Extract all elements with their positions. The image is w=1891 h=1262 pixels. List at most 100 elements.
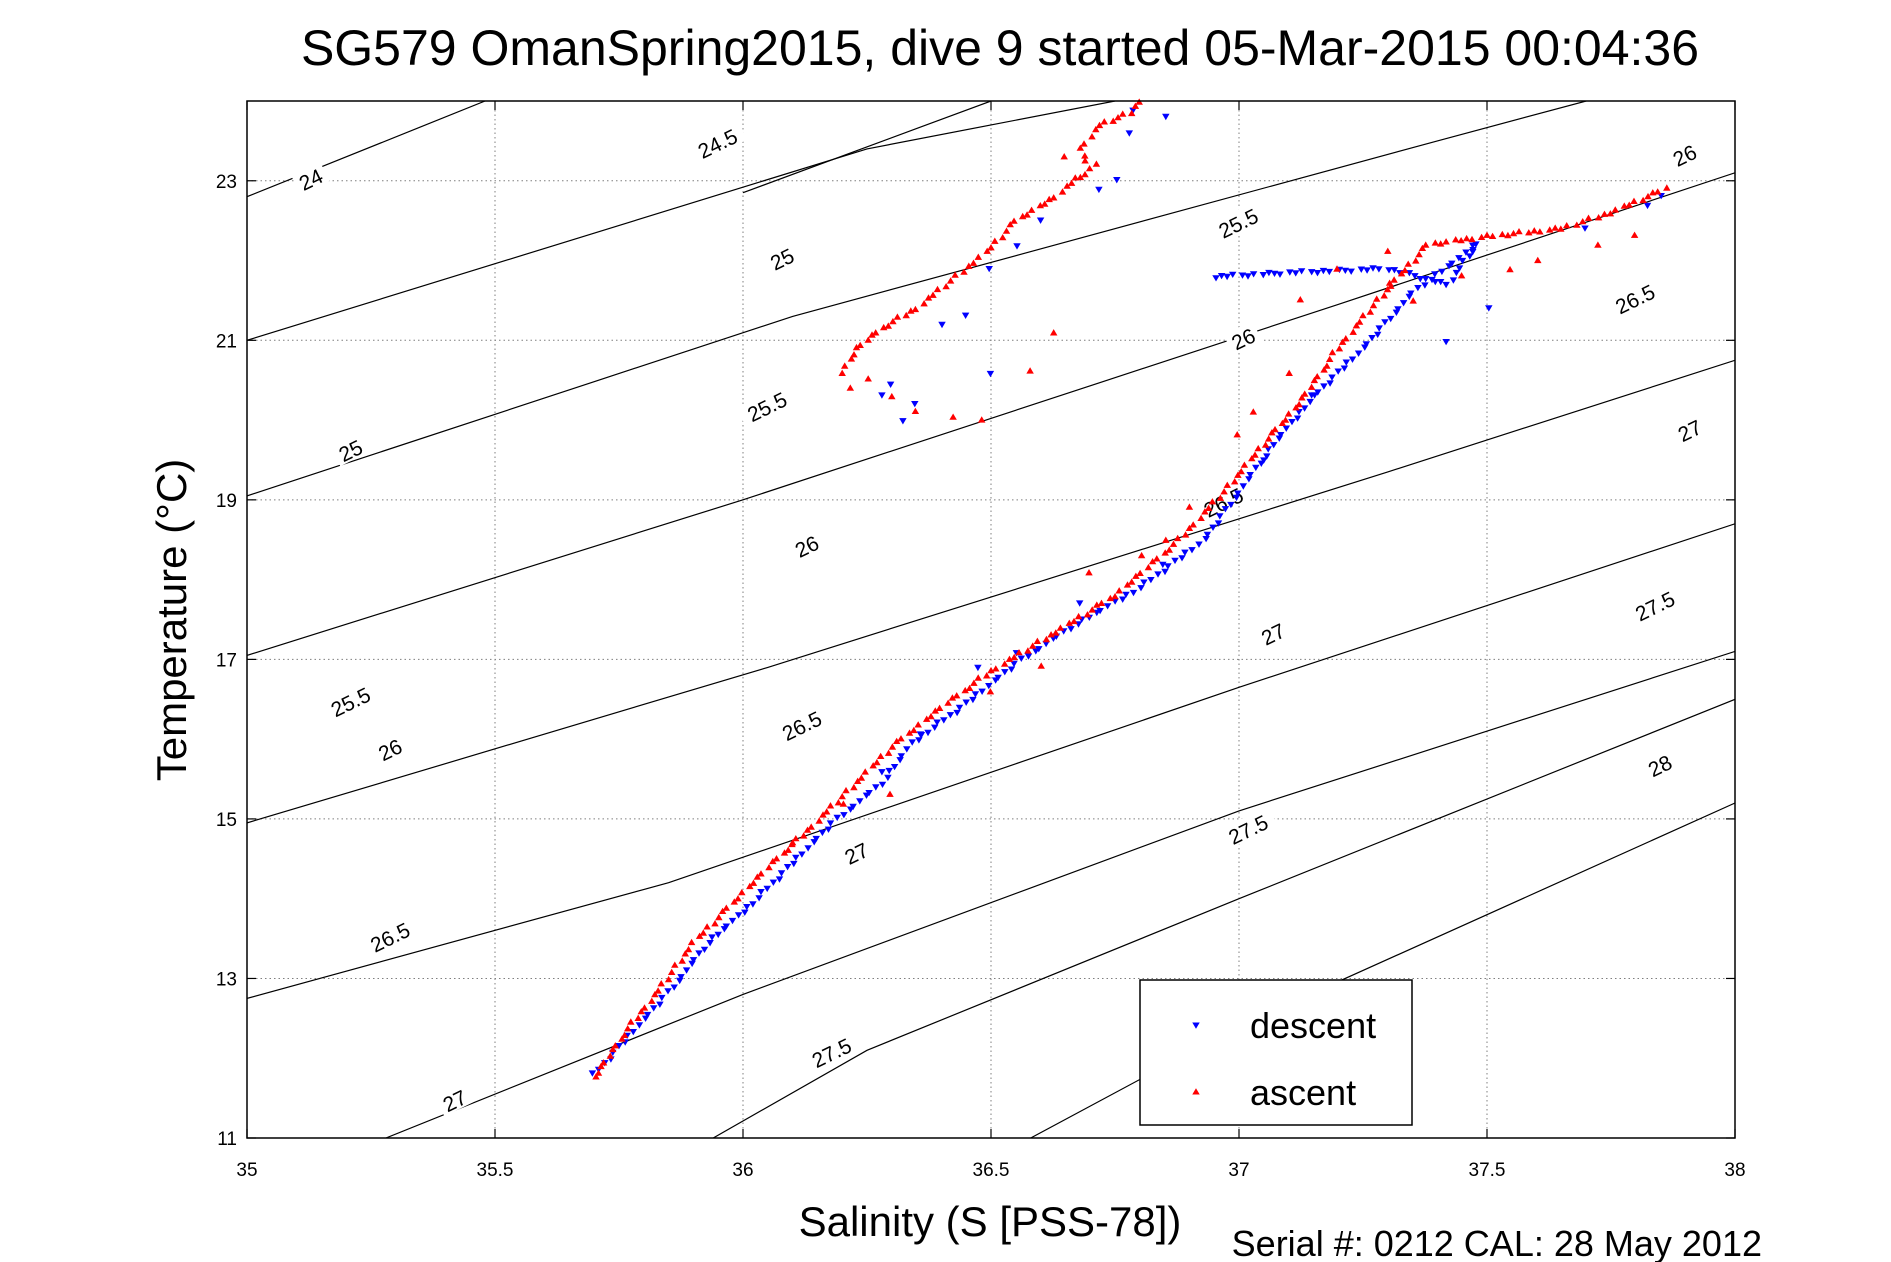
ascent-point (1488, 232, 1497, 239)
descent-point (1342, 359, 1351, 366)
ascent-point (788, 839, 797, 846)
ascent-point (929, 291, 937, 298)
ascent-point (1620, 202, 1629, 209)
descent-point (1001, 669, 1009, 676)
ascent-point (838, 369, 846, 377)
descent-point (1159, 561, 1167, 569)
descent-point (1035, 646, 1043, 653)
ascent-point (1000, 660, 1009, 667)
descent-point (1368, 334, 1376, 342)
ascent-point (784, 846, 792, 853)
ascent-point (1033, 637, 1042, 645)
ascent-point (1509, 229, 1518, 237)
descent-point (878, 392, 886, 399)
descent-point (930, 724, 939, 731)
descent-point (1340, 365, 1349, 372)
ascent-point (606, 1052, 615, 1059)
ascent-point (1085, 165, 1094, 172)
ascent-point (1278, 419, 1287, 427)
ascent-point (1264, 435, 1273, 442)
ascent-point (1223, 481, 1232, 488)
descent-point (741, 909, 749, 916)
ascent-point (807, 823, 815, 830)
contour-27-5 (385, 650, 1735, 1138)
ascent-point (888, 392, 896, 400)
ascent-point (1313, 373, 1321, 380)
ascent-point (1234, 471, 1242, 478)
ascent-point (1534, 256, 1542, 264)
ascent-point (850, 351, 858, 358)
descent-point (955, 704, 964, 711)
ascent-point (840, 362, 849, 369)
ascent-point (1387, 282, 1395, 289)
descent-point (792, 854, 800, 861)
ascent-point (873, 758, 881, 766)
descent-point (664, 988, 672, 995)
ascent-point (1442, 238, 1450, 245)
ascent-point (864, 375, 872, 382)
descent-point (1469, 248, 1477, 256)
ascent-point (987, 666, 995, 674)
ascent-point (911, 407, 920, 415)
descent-point (1466, 253, 1474, 260)
legend-box (1139, 979, 1413, 1126)
ascent-point (1409, 297, 1417, 304)
descent-point (1216, 513, 1224, 520)
ascent-point (1401, 266, 1409, 274)
ascent-point (1173, 534, 1182, 542)
ascent-point (1092, 125, 1100, 133)
descent-point (833, 814, 841, 822)
descent-point (971, 691, 980, 698)
descent-point (1407, 290, 1415, 297)
descent-point (1140, 579, 1148, 586)
ascent-point (1127, 578, 1136, 585)
contour-label-group: 26 (786, 528, 826, 563)
ascent-point (637, 1008, 646, 1015)
ascent-point (1111, 593, 1119, 600)
descent-point (1375, 325, 1383, 332)
ascent-point (1578, 218, 1587, 225)
contour-27 (247, 523, 1735, 999)
contour-25-5 (247, 101, 1587, 497)
ascent-point (1352, 322, 1361, 329)
ascent-point (815, 817, 823, 824)
ascent-point (738, 888, 746, 896)
ascent-point (1421, 241, 1430, 248)
ascent-point (1015, 649, 1023, 656)
ascent-point (1081, 170, 1089, 178)
descent-point (1394, 306, 1402, 313)
descent-point (1307, 269, 1316, 276)
descent-point (878, 781, 887, 788)
contour-label-group: 24.5 (686, 120, 747, 165)
ascent-point (1600, 210, 1609, 217)
descent-point (1259, 271, 1268, 279)
contour-label-group: 26 (1223, 320, 1262, 355)
ascent-point (597, 1062, 605, 1070)
ascent-point (678, 957, 686, 964)
descent-point (1252, 464, 1260, 472)
legend-ascent-marker (1192, 1088, 1200, 1095)
contour-label-bg (1207, 199, 1268, 245)
descent-point (1075, 600, 1084, 607)
ascent-point (1251, 451, 1259, 458)
contour-label-group: 26 (370, 731, 409, 766)
ascent-point (648, 997, 656, 1004)
descent-point (1214, 520, 1223, 527)
descent-point (777, 870, 786, 877)
ascent-point (1284, 410, 1293, 417)
ascent-point (657, 980, 665, 987)
ascent-point (1630, 197, 1638, 204)
ascent-point (1201, 508, 1209, 515)
legend-label-descent: descent (1250, 1005, 1376, 1046)
descent-point (1385, 267, 1393, 274)
ascent-point (1436, 240, 1445, 247)
ascent-point (1216, 494, 1225, 501)
descent-point (1017, 655, 1026, 662)
descent-point (1442, 338, 1450, 346)
ascent-point (974, 674, 982, 681)
descent-point (1154, 571, 1162, 578)
descent-point (1203, 531, 1212, 539)
descent-point (749, 901, 757, 908)
ascent-point (888, 743, 897, 750)
ascent-point (1630, 231, 1639, 238)
